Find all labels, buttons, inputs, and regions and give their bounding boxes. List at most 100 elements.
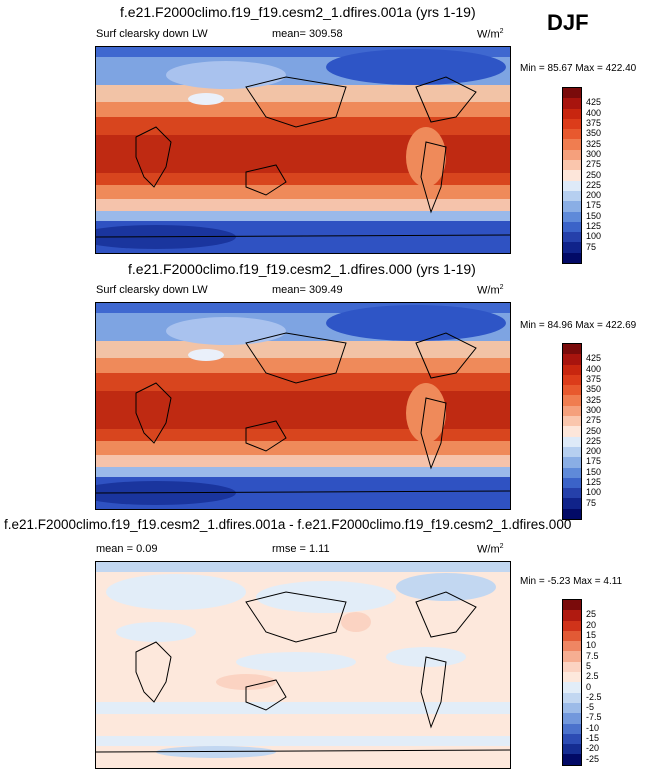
colorbar-label: 125 [586,221,602,232]
colorbar-label: 15 [586,630,597,641]
panel3-rmse: rmse = 1.11 [272,543,330,555]
colorbar-label: 10 [586,640,597,651]
panel1-min-label: Min = [520,63,545,74]
colorbar-swatch [563,733,581,745]
panel2-map [95,302,511,510]
colorbar-swatch [563,477,581,489]
colorbar-label: 2.5 [586,671,599,682]
panel2-mean-label: mean= [272,284,306,296]
colorbar-label: 125 [586,477,602,488]
colorbar-label: 175 [586,200,602,211]
colorbar-swatch [563,723,581,734]
colorbar-swatch [563,508,581,520]
panel2-variable: Surf clearsky down LW [96,284,208,296]
colorbar-swatch [563,201,581,212]
colorbar-swatch [563,88,581,99]
colorbar-label: 325 [586,394,602,405]
colorbar-label: 225 [586,179,602,190]
colorbar-swatch [563,436,581,447]
colorbar-label: 300 [586,404,602,415]
panel2-colorbar-swatches [563,344,581,520]
colorbar-label: -5 [586,702,595,713]
panel3-field [96,562,510,768]
panel3-rmse-value: 1.11 [309,543,330,555]
panel2-max-value: 422.69 [605,320,637,331]
panel1-units-exp: 2 [499,28,504,35]
colorbar-swatch [563,170,581,181]
panel2-units: W/m2 [477,284,504,297]
panel1-max-label: Max = [575,63,603,74]
colorbar-swatch [563,129,581,140]
colorbar-label: 250 [586,169,602,180]
colorbar-swatch [563,98,581,109]
panel3-units: W/m2 [477,543,504,556]
panel2-min-value: 84.96 [547,320,573,331]
colorbar-swatch [563,672,581,683]
panel3-min-label: Min = [520,576,545,587]
panel1-units-base: W/m [477,28,500,41]
colorbar-label: -10 [586,722,600,733]
panel3-max-value: 4.11 [603,576,623,587]
colorbar-label: 425 [586,97,602,108]
colorbar-label: 375 [586,374,602,385]
colorbar-swatch [563,498,581,509]
colorbar-swatch [563,221,581,233]
colorbar-label: -2.5 [586,691,602,702]
colorbar-swatch [563,620,581,631]
colorbar-swatch [563,702,581,714]
colorbar-swatch [563,139,581,150]
colorbar-swatch [563,211,581,222]
panel1-mean: mean= 309.58 [272,28,343,40]
colorbar-label: 400 [586,363,602,374]
colorbar-swatch [563,610,581,621]
colorbar-swatch [563,180,581,191]
colorbar-swatch [563,190,581,202]
colorbar-label: 300 [586,148,602,159]
panel3-max-label: Max = [573,576,601,587]
panel2-units-exp: 2 [499,284,504,291]
colorbar-swatch [563,630,581,642]
panel1-max-value: 422.40 [605,63,637,74]
colorbar-label: 175 [586,456,602,467]
panel1-field [96,47,510,253]
panel2-units-base: W/m [477,284,500,297]
panel3-colorbar [562,599,582,766]
panel1-colorbar [562,87,582,265]
panel3-colorbar-swatches [563,600,581,765]
colorbar-swatch [563,395,581,406]
panel2-max-label: Max = [575,320,603,331]
colorbar-label: 150 [586,466,602,477]
colorbar-label: 325 [586,138,602,149]
colorbar-label: -25 [586,753,600,764]
panel1-variable: Surf clearsky down LW [96,28,208,40]
colorbar-label: 75 [586,241,597,252]
colorbar-swatch [563,160,581,171]
colorbar-swatch [563,744,581,755]
panel1-mean-label: mean= [272,28,306,40]
colorbar-swatch [563,354,581,365]
colorbar-label: 5 [586,660,592,671]
panel1-minmax: Min = 85.67 Max = 422.40 [520,63,636,74]
panel1-title: f.e21.F2000climo.f19_f19.cesm2_1.dfires.… [120,4,476,20]
colorbar-swatch [563,108,581,119]
panel2-mean-value: 309.49 [309,284,343,296]
colorbar-swatch [563,457,581,468]
colorbar-label: 400 [586,107,602,118]
colorbar-label: 0 [586,681,592,692]
colorbar-swatch [563,252,581,264]
panel2-minmax: Min = 84.96 Max = 422.69 [520,320,636,331]
colorbar-swatch [563,344,581,355]
colorbar-swatch [563,754,581,765]
colorbar-swatch [563,405,581,417]
panel2-colorbar [562,343,582,521]
panel2-title: f.e21.F2000climo.f19_f19.cesm2_1.dfires.… [128,261,476,277]
panel3-mean-label: mean = [96,543,133,555]
colorbar-label: 275 [586,415,602,426]
colorbar-swatch [563,446,581,458]
colorbar-label: 150 [586,210,602,221]
colorbar-swatch [563,661,581,673]
colorbar-label: 7.5 [586,650,599,661]
panel3-minmax: Min = -5.23 Max = 4.11 [520,576,622,587]
colorbar-label: 100 [586,487,602,498]
colorbar-swatch [563,467,581,478]
